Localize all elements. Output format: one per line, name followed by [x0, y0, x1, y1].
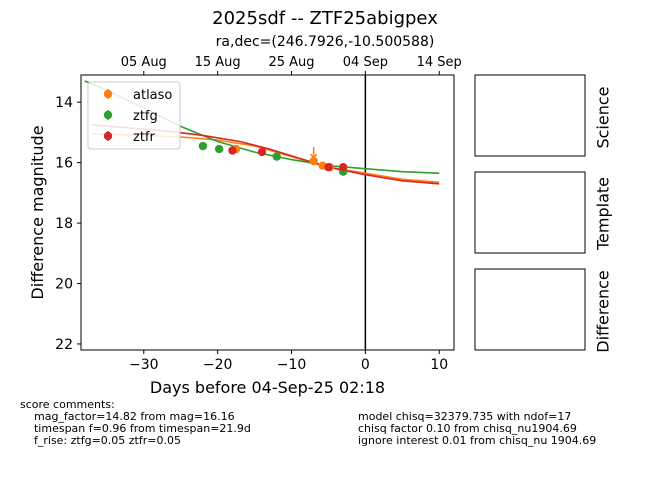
- science-image-panel: [474, 74, 586, 157]
- top-tick-label: 14 Sep: [417, 55, 462, 70]
- difference-image-panel: [474, 268, 586, 351]
- x-tick-label: −30: [129, 357, 159, 373]
- legend-label-atlaso: atlaso: [133, 88, 172, 103]
- y-tick-label: 16: [55, 156, 73, 172]
- x-tick-label: 0: [361, 357, 370, 373]
- ztfr-data-point: [324, 162, 333, 172]
- legend-label-ztfg: ztfg: [133, 109, 158, 124]
- top-tick-label: 05 Aug: [121, 55, 167, 70]
- atlaso-upper-limit-arrow: [310, 153, 318, 160]
- difference-label: Difference: [593, 270, 613, 353]
- legend-box: [87, 81, 181, 150]
- y-axis-label: Difference magnitude: [28, 125, 47, 299]
- ztfg-data-point: [214, 144, 224, 154]
- ztfg-data-point: [198, 141, 208, 151]
- model-comments: model chisq=32379.735 with ndof=17 chisq…: [358, 410, 597, 447]
- top-tick-label: 04 Sep: [343, 55, 388, 70]
- top-tick-label: 25 Aug: [268, 55, 314, 70]
- y-tick-label: 20: [55, 277, 73, 293]
- plot-frame: [80, 74, 455, 351]
- legend-marker-atlaso: [103, 89, 113, 99]
- legend-marker-ztfr: [103, 131, 113, 141]
- x-tick-label: −20: [203, 357, 233, 373]
- ztfg-data-point: [272, 152, 281, 161]
- top-tick-label: 15 Aug: [195, 55, 241, 70]
- score-comments: score comments: mag_factor=14.82 from ma…: [20, 398, 251, 447]
- template-image-panel: [474, 171, 586, 254]
- x-axis-label: Days before 04-Sep-25 02:18: [150, 378, 385, 397]
- legend-marker-ztfg: [103, 110, 113, 120]
- atlaso-data-point: [309, 156, 318, 166]
- chart-title: 2025sdf -- ZTF25abigpex: [212, 8, 438, 29]
- y-tick-label: 22: [55, 337, 73, 353]
- chart-subtitle: ra,dec=(246.7926,-10.500588): [215, 34, 435, 50]
- ztfr-data-point: [228, 146, 237, 155]
- x-tick-label: −10: [277, 357, 307, 373]
- legend-label-ztfr: ztfr: [133, 130, 155, 145]
- ztfr-data-point: [257, 147, 267, 157]
- science-label: Science: [593, 86, 613, 149]
- x-tick-label: 10: [430, 357, 448, 373]
- y-tick-label: 14: [55, 95, 73, 111]
- y-tick-label: 18: [55, 216, 73, 232]
- ztfr-data-point: [339, 162, 348, 172]
- template-label: Template: [593, 177, 613, 251]
